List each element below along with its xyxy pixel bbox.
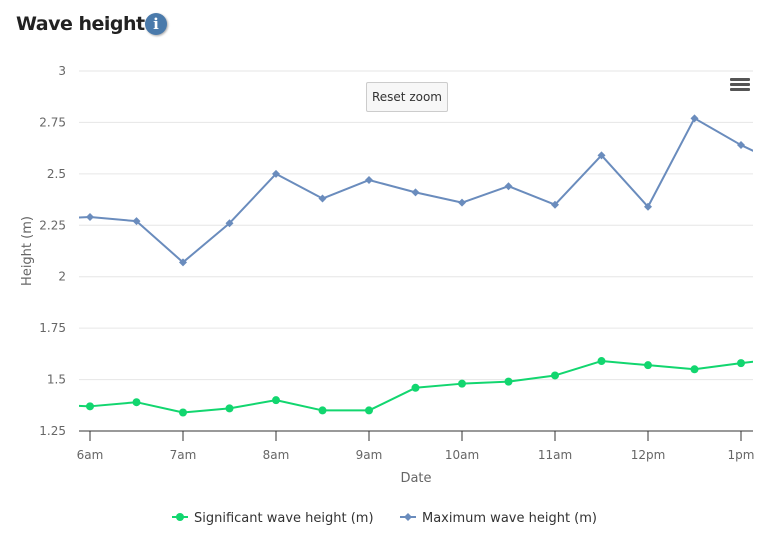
maximum-wave-series[interactable] <box>77 114 755 267</box>
x-tick-label: 8am <box>263 448 290 462</box>
data-point[interactable] <box>318 194 327 203</box>
data-point[interactable] <box>644 202 652 211</box>
data-point[interactable] <box>318 406 327 415</box>
significant-wave-series[interactable] <box>77 357 755 417</box>
y-tick-label: 2 <box>58 270 66 284</box>
data-point[interactable] <box>132 217 141 226</box>
data-point[interactable] <box>458 379 466 388</box>
data-point[interactable] <box>132 398 141 407</box>
legend: Significant wave height (m) Maximum wave … <box>172 511 597 526</box>
gridlines <box>79 70 753 381</box>
legend-item[interactable]: Maximum wave height (m) <box>400 511 597 526</box>
data-point[interactable] <box>86 213 94 222</box>
y-tick-label: 2.75 <box>39 115 66 129</box>
legend-item[interactable]: Significant wave height (m) <box>172 511 374 526</box>
x-axis-label: Date <box>400 471 431 486</box>
hamburger-menu-icon[interactable] <box>730 78 750 96</box>
data-point[interactable] <box>179 258 187 267</box>
data-point[interactable] <box>504 377 513 386</box>
y-tick-label: 3 <box>58 64 66 78</box>
x-tick-label: 10am <box>445 448 479 462</box>
data-point[interactable] <box>225 219 234 228</box>
y-axis-label: Height (m) <box>20 216 35 286</box>
legend-label: Maximum wave height (m) <box>422 511 597 526</box>
data-point[interactable] <box>597 151 606 160</box>
data-point[interactable] <box>597 357 606 366</box>
x-tick-label: 1pm <box>728 448 755 462</box>
data-point[interactable] <box>86 402 94 411</box>
data-point[interactable] <box>551 371 559 380</box>
data-point[interactable] <box>737 359 745 368</box>
legend-marker-circle-icon <box>176 513 184 521</box>
series-lines <box>77 114 755 417</box>
x-tick-label: 7am <box>170 448 197 462</box>
data-point[interactable] <box>551 200 559 209</box>
data-point[interactable] <box>225 404 234 413</box>
data-point[interactable] <box>690 114 699 123</box>
data-point[interactable] <box>272 169 280 178</box>
data-point[interactable] <box>644 361 652 370</box>
y-tick-label: 2.5 <box>47 167 66 181</box>
y-tick-label: 1.5 <box>47 373 66 387</box>
data-point[interactable] <box>365 176 373 185</box>
legend-marker-diamond-icon <box>404 513 412 521</box>
data-point[interactable] <box>411 188 420 197</box>
x-tick-label: 12pm <box>631 448 666 462</box>
data-point[interactable] <box>411 383 420 392</box>
x-tick-label: 11am <box>538 448 572 462</box>
y-tick-label: 1.75 <box>39 321 66 335</box>
y-axis-ticks: 1.25 1.5 1.75 2 2.25 2.5 2.75 3 <box>39 64 66 438</box>
y-tick-label: 2.25 <box>39 218 66 232</box>
data-point[interactable] <box>365 406 373 415</box>
x-axis: 6am 7am 8am 9am 10am 11am 12pm 1pm <box>77 430 755 462</box>
data-point[interactable] <box>737 141 745 150</box>
x-tick-label: 9am <box>356 448 383 462</box>
data-point[interactable] <box>179 408 187 417</box>
data-point[interactable] <box>690 365 699 374</box>
data-point[interactable] <box>272 396 280 405</box>
chart-title: Wave height <box>16 13 145 35</box>
x-tick-label: 6am <box>77 448 104 462</box>
data-point[interactable] <box>504 182 513 191</box>
info-icon[interactable]: i <box>145 13 167 35</box>
y-tick-label: 1.25 <box>39 424 66 438</box>
legend-label: Significant wave height (m) <box>194 511 374 526</box>
data-point[interactable] <box>458 198 466 207</box>
reset-zoom-button[interactable]: Reset zoom <box>366 82 448 112</box>
